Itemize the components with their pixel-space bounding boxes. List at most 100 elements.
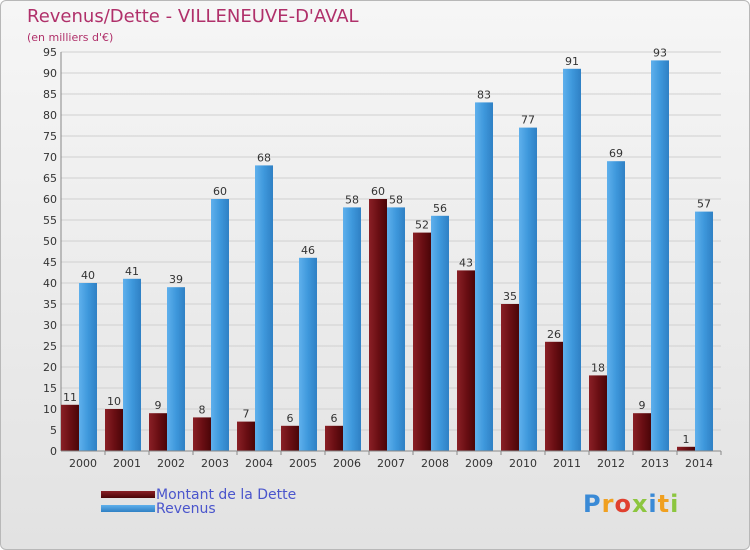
revenue-bar [607, 161, 625, 451]
y-tick-label: 10 [43, 403, 57, 416]
x-tick-label: 2009 [465, 457, 493, 470]
bars: 1140104193986076864665860585256438335772… [61, 46, 713, 452]
revenue-data-label: 77 [521, 114, 535, 127]
logo-letter: P [583, 490, 602, 518]
debt-data-label: 10 [107, 395, 121, 408]
revenue-bar [343, 207, 361, 451]
debt-data-label: 1 [683, 433, 690, 446]
x-tick-label: 2014 [685, 457, 713, 470]
revenue-bar [79, 283, 97, 451]
debt-bar [413, 232, 431, 451]
debt-bar [281, 425, 299, 451]
revenue-bar [519, 127, 537, 451]
debt-data-label: 8 [199, 403, 206, 416]
debt-data-label: 52 [415, 219, 429, 232]
revenue-data-label: 91 [565, 55, 579, 68]
revenue-data-label: 56 [433, 202, 447, 215]
debt-data-label: 18 [591, 361, 605, 374]
debt-data-label: 35 [503, 290, 517, 303]
y-tick-label: 95 [43, 46, 57, 59]
revenue-data-label: 39 [169, 273, 183, 286]
revenue-data-label: 60 [213, 185, 227, 198]
revenue-bar [299, 257, 317, 451]
y-tick-label: 70 [43, 151, 57, 164]
x-axis: 2000 2001 2002 2003 2004 2005 2006 2007 2008 2009… [61, 450, 722, 470]
debt-bar [105, 409, 123, 451]
revenue-data-label: 41 [125, 265, 139, 278]
debt-bar [149, 413, 167, 451]
x-tick-label: 2007 [377, 457, 405, 470]
revenue-bar [651, 60, 669, 452]
x-tick-label: 2005 [289, 457, 317, 470]
debt-bar [61, 404, 79, 451]
legend-swatch-dette [101, 491, 155, 498]
y-tick-label: 45 [43, 256, 57, 269]
x-tick-label: 2000 [69, 457, 97, 470]
debt-bar [325, 425, 343, 451]
y-tick-label: 80 [43, 109, 57, 122]
x-tick-label: 2006 [333, 457, 361, 470]
debt-data-label: 7 [243, 408, 250, 421]
x-tick-label: 2004 [245, 457, 273, 470]
revenue-data-label: 58 [345, 193, 359, 206]
y-tick-label: 0 [50, 445, 57, 458]
logo-letter: t [657, 490, 671, 518]
y-tick-label: 30 [43, 319, 57, 332]
x-tick-label: 2003 [201, 457, 229, 470]
x-tick-label: 2010 [509, 457, 537, 470]
revenue-bar [211, 199, 229, 451]
y-tick-label: 75 [43, 130, 57, 143]
revenue-data-label: 68 [257, 151, 271, 164]
y-tick-label: 15 [43, 382, 57, 395]
x-tick-label: 2002 [157, 457, 185, 470]
proxiti-logo: Proxiti [583, 490, 679, 518]
debt-bar [677, 446, 695, 451]
y-tick-label: 20 [43, 361, 57, 374]
debt-bar [501, 304, 519, 451]
debt-data-label: 6 [331, 412, 338, 425]
revenue-data-label: 58 [389, 193, 403, 206]
revenue-bar [123, 278, 141, 451]
x-tick-label: 2001 [113, 457, 141, 470]
debt-data-label: 11 [63, 391, 77, 404]
y-tick-label: 5 [50, 424, 57, 437]
revenue-data-label: 83 [477, 88, 491, 101]
debt-data-label: 6 [287, 412, 294, 425]
revenue-data-label: 93 [653, 46, 667, 59]
revenue-bar [167, 287, 185, 451]
revenue-bar [695, 211, 713, 451]
x-tick-label: 2008 [421, 457, 449, 470]
debt-data-label: 9 [639, 399, 646, 412]
legend-label-revenus: Revenus [156, 501, 216, 517]
logo-letter: o [614, 490, 632, 518]
logo-letter: r [601, 490, 615, 518]
debt-data-label: 26 [547, 328, 561, 341]
debt-bar [589, 375, 607, 451]
y-tick-label: 60 [43, 193, 57, 206]
debt-bar [457, 270, 475, 451]
y-tick-label: 85 [43, 88, 57, 101]
y-tick-label: 65 [43, 172, 57, 185]
revenue-bar [387, 207, 405, 451]
debt-data-label: 43 [459, 256, 473, 269]
revenue-data-label: 40 [81, 269, 95, 282]
y-tick-label: 90 [43, 67, 57, 80]
chart-title: Revenus/Dette - VILLENEUVE-D'AVAL [27, 6, 359, 27]
logo-letter: x [631, 490, 649, 518]
y-tick-label: 35 [43, 298, 57, 311]
legend-swatch-revenus [101, 505, 155, 512]
y-tick-label: 50 [43, 235, 57, 248]
debt-data-label: 9 [155, 399, 162, 412]
debt-bar [237, 421, 255, 451]
logo-letter: i [648, 490, 658, 518]
debt-data-label: 60 [371, 185, 385, 198]
legend-label-dette: Montant de la Dette [156, 487, 297, 503]
revenue-data-label: 69 [609, 147, 623, 160]
y-axis: 0 5 10 15 20 25 30 35 40 45 50 55 60 65 70 75 80 85 90 95 [43, 46, 62, 458]
logo-letter: i [670, 490, 680, 518]
revenue-data-label: 46 [301, 244, 315, 257]
debt-bar [633, 413, 651, 451]
debt-bar [193, 417, 211, 451]
